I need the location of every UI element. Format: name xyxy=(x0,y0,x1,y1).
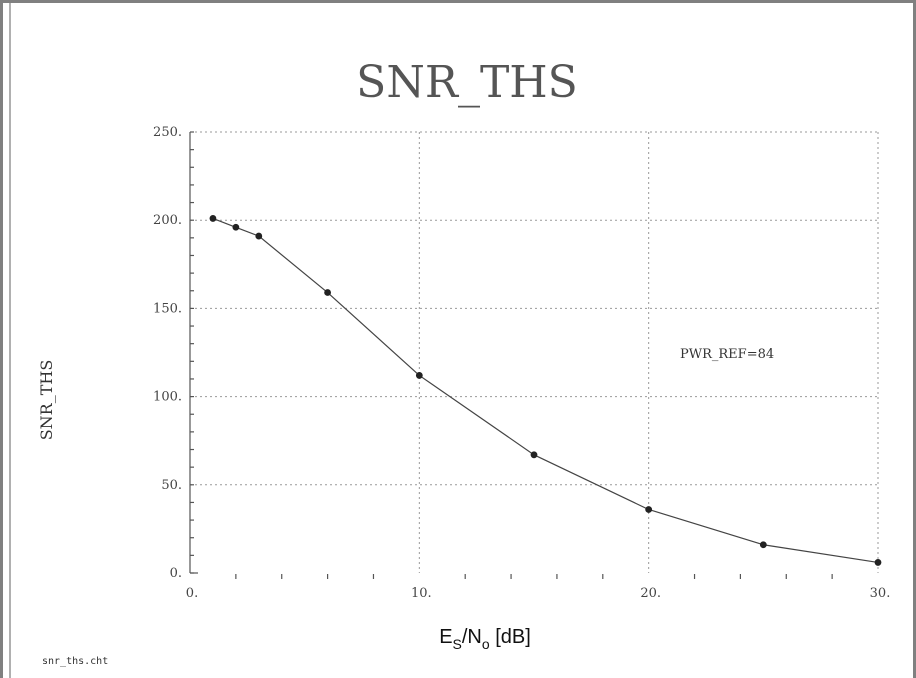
x-label-sub-s: S xyxy=(453,636,462,652)
y-tick-label-4: 200. xyxy=(153,213,182,228)
y-tick-label-3: 150. xyxy=(153,301,182,316)
data-point-5 xyxy=(530,451,538,459)
tick-label-layer: 0. 50. 100. 150. 200. 250. 0. 10. 20. 30. xyxy=(153,125,890,601)
x-tick-label-3: 30. xyxy=(870,586,891,601)
x-label-e: E xyxy=(439,626,452,648)
x-label-sub-o: o xyxy=(482,636,490,652)
x-axis-label: ES/No [dB] xyxy=(439,626,531,652)
data-point-6 xyxy=(645,506,653,513)
x-tick-label-1: 10. xyxy=(411,586,432,601)
x-tick-label-2: 20. xyxy=(640,586,661,601)
y-tick-label-5: 250. xyxy=(153,125,182,140)
data-point-1 xyxy=(232,223,240,231)
series-layer xyxy=(209,215,882,566)
footer-filename: snr_ths.cht xyxy=(42,656,108,667)
axis-layer xyxy=(189,131,833,579)
y-tick-label-1: 50. xyxy=(161,478,182,493)
y-tick-label-0: 0. xyxy=(170,566,182,581)
frame-left-rule xyxy=(9,3,11,678)
series-line-0 xyxy=(212,217,879,564)
x-label-n: /N xyxy=(462,626,482,648)
grid-layer xyxy=(190,131,879,573)
chart-title: SNR_THS xyxy=(356,57,578,108)
data-point-0 xyxy=(209,215,217,222)
data-point-2 xyxy=(255,232,263,240)
data-point-7 xyxy=(759,541,767,549)
data-point-3 xyxy=(324,289,332,296)
x-tick-label-0: 0. xyxy=(186,586,198,601)
x-label-unit: [dB] xyxy=(490,626,531,648)
data-point-4 xyxy=(415,372,423,379)
pwr-ref-annotation: PWR_REF=84 xyxy=(680,347,774,362)
y-axis-label: SNR_THS xyxy=(37,360,56,441)
y-tick-label-2: 100. xyxy=(153,390,182,405)
data-point-8 xyxy=(874,559,882,566)
